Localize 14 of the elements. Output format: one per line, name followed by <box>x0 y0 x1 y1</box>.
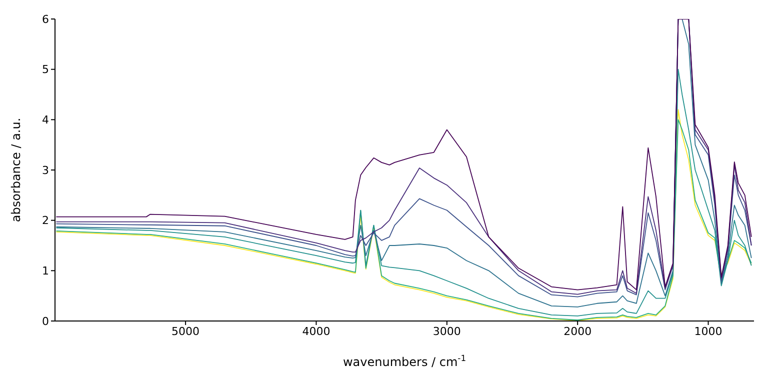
y-tick-label: 5 <box>42 63 49 76</box>
x-tick-label: 2000 <box>564 324 592 338</box>
y-tick-label: 4 <box>42 114 49 127</box>
y-tick-label: 2 <box>42 214 49 228</box>
x-axis-title: wavenumbers / cm$^{-1}$ <box>342 353 466 369</box>
y-tick-label: 0 <box>42 314 49 328</box>
x-tick-label: 5000 <box>172 324 200 338</box>
y-tick-label: 1 <box>42 264 49 278</box>
y-axis-title: absorbance / a.u. <box>9 118 23 222</box>
y-tick-label: 6 <box>42 12 49 26</box>
x-tick-label: 1000 <box>694 324 722 338</box>
y-tick-label: 3 <box>42 164 49 177</box>
x-tick-label: 4000 <box>302 324 330 338</box>
x-tick-label: 3000 <box>432 324 461 338</box>
